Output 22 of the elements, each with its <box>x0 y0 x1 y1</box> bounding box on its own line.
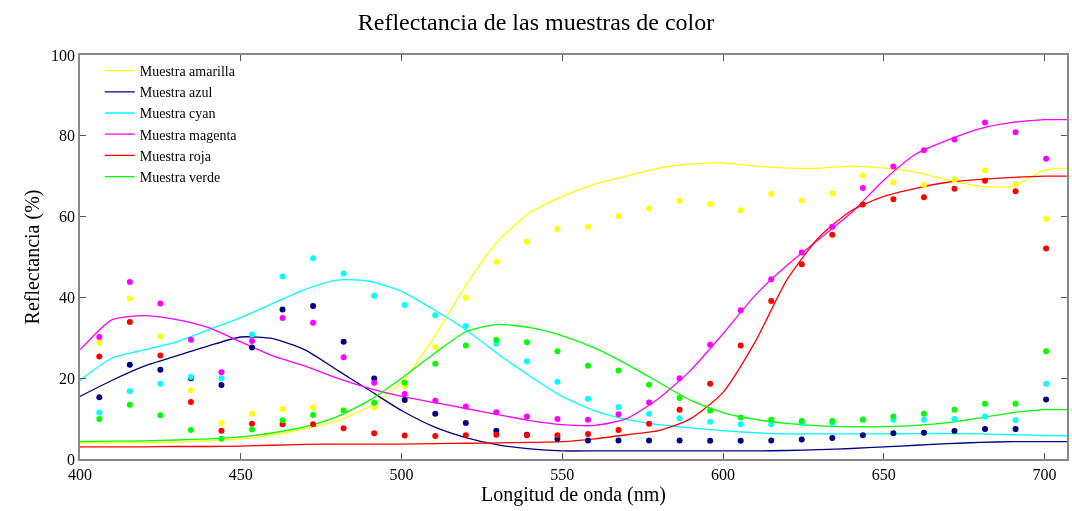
x-tick-label: 450 <box>228 465 253 483</box>
y-tick-label: 0 <box>67 450 76 468</box>
x-tick-label: 600 <box>711 465 735 483</box>
x-tick-label: 500 <box>389 465 414 483</box>
legend-label: Muestra amarilla <box>139 64 236 80</box>
x-tick-label: 400 <box>68 465 92 483</box>
x-tick-label: 650 <box>871 465 896 483</box>
x-axis-title: Longitud de onda (nm) <box>481 482 666 506</box>
legend-label: Muestra roja <box>139 148 212 164</box>
x-tick-label: 550 <box>550 465 575 483</box>
legend-label: Muestra cyan <box>139 106 216 122</box>
y-tick-label: 100 <box>51 46 76 64</box>
y-tick-label: 20 <box>59 369 76 387</box>
y-tick-label: 40 <box>59 289 76 306</box>
legend-label: Muestra magenta <box>139 127 238 143</box>
legend-label: Muestra azul <box>139 85 213 101</box>
chart-title: Reflectancia de las muestras de color <box>357 8 715 35</box>
y-tick-label: 60 <box>59 208 76 226</box>
x-tick-label: 700 <box>1032 465 1057 483</box>
y-tick-label: 80 <box>59 127 76 145</box>
y-axis-title: Reflectancia (%) <box>21 189 45 325</box>
legend-label: Muestra verde <box>139 170 221 186</box>
